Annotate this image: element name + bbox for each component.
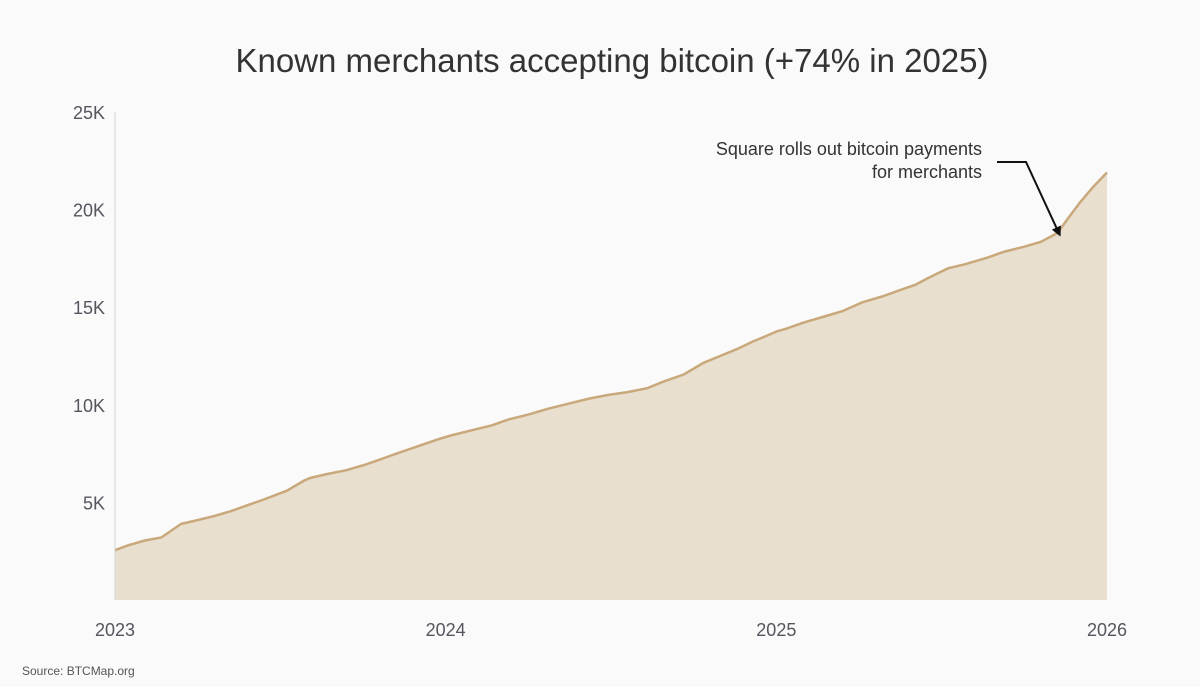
y-tick-label: 5K: [83, 493, 105, 513]
x-tick-label: 2025: [756, 620, 796, 640]
y-tick-label: 20K: [73, 201, 105, 221]
x-axis: 2023 2024 2025 2026: [95, 620, 1127, 640]
annotation-line-1: Square rolls out bitcoin payments: [716, 139, 982, 159]
plot-area: [114, 112, 1108, 600]
y-tick-label: 10K: [73, 396, 105, 416]
chart-title: Known merchants accepting bitcoin (+74% …: [235, 42, 988, 79]
y-axis: 5K 10K 15K 20K 25K: [73, 103, 105, 513]
x-tick-label: 2026: [1087, 620, 1127, 640]
x-tick-label: 2023: [95, 620, 135, 640]
annotation-line-2: for merchants: [872, 162, 982, 182]
y-tick-label: 15K: [73, 298, 105, 318]
y-tick-label: 25K: [73, 103, 105, 123]
source-note: Source: BTCMap.org: [22, 664, 135, 678]
annotation: Square rolls out bitcoin payments for me…: [716, 139, 1061, 237]
series-line: [114, 171, 1108, 552]
x-tick-label: 2024: [426, 620, 466, 640]
area-fill: [115, 172, 1107, 600]
annotation-arrow: [997, 161, 1061, 237]
